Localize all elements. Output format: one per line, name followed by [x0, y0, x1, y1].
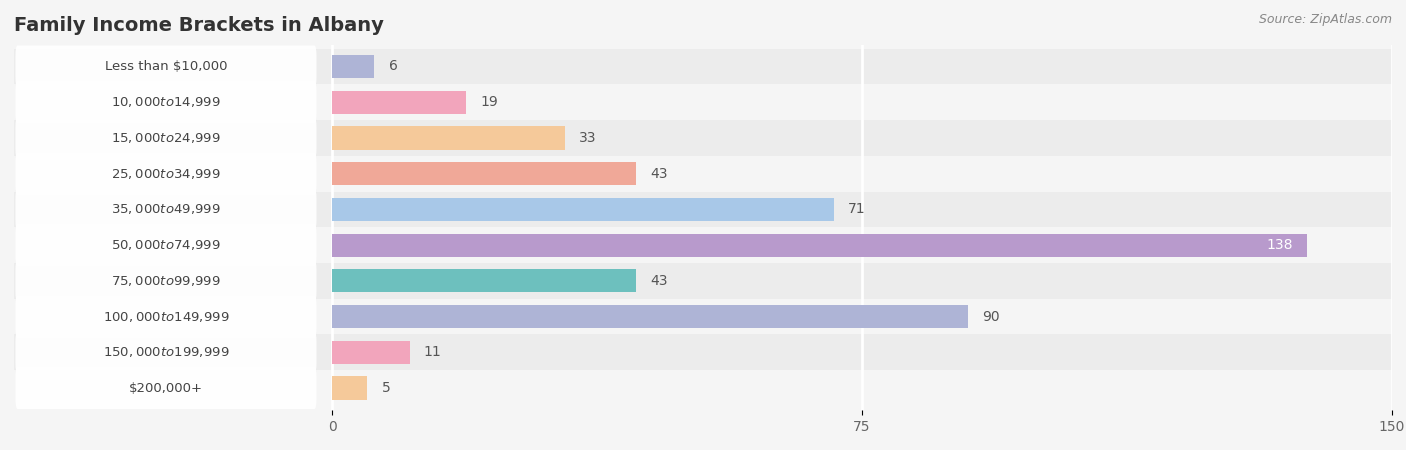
Bar [332, 234, 1308, 257]
Bar [332, 198, 834, 221]
Text: 43: 43 [650, 274, 668, 288]
Text: 138: 138 [1267, 238, 1294, 252]
Text: 33: 33 [579, 131, 596, 145]
FancyBboxPatch shape [15, 153, 316, 194]
Text: $15,000 to $24,999: $15,000 to $24,999 [111, 131, 221, 145]
FancyBboxPatch shape [15, 331, 316, 373]
Bar [332, 162, 636, 185]
Bar [332, 305, 967, 328]
Bar [14, 334, 1392, 370]
Text: $25,000 to $34,999: $25,000 to $34,999 [111, 166, 221, 180]
FancyBboxPatch shape [15, 45, 316, 87]
Bar [14, 156, 1392, 192]
Bar [14, 49, 1392, 84]
Bar [14, 192, 1392, 227]
Bar [14, 299, 1392, 334]
Text: Family Income Brackets in Albany: Family Income Brackets in Albany [14, 16, 384, 35]
Bar [14, 84, 1392, 120]
Bar [332, 341, 409, 364]
FancyBboxPatch shape [15, 189, 316, 230]
Bar [332, 377, 367, 400]
Text: 71: 71 [848, 202, 866, 216]
Text: 90: 90 [983, 310, 1000, 324]
Text: $35,000 to $49,999: $35,000 to $49,999 [111, 202, 221, 216]
Text: $50,000 to $74,999: $50,000 to $74,999 [111, 238, 221, 252]
Bar [332, 55, 374, 78]
Text: Less than $10,000: Less than $10,000 [104, 60, 228, 73]
Text: 19: 19 [481, 95, 498, 109]
Text: Source: ZipAtlas.com: Source: ZipAtlas.com [1258, 14, 1392, 27]
Bar [332, 90, 467, 114]
Text: 11: 11 [423, 345, 441, 359]
Bar [14, 263, 1392, 299]
FancyBboxPatch shape [15, 296, 316, 338]
Bar [14, 227, 1392, 263]
Text: 5: 5 [381, 381, 391, 395]
FancyBboxPatch shape [15, 81, 316, 123]
FancyBboxPatch shape [15, 117, 316, 159]
Text: $200,000+: $200,000+ [129, 382, 202, 395]
Text: $150,000 to $199,999: $150,000 to $199,999 [103, 345, 229, 359]
Text: $100,000 to $149,999: $100,000 to $149,999 [103, 310, 229, 324]
Bar [14, 120, 1392, 156]
FancyBboxPatch shape [15, 367, 316, 409]
Text: 6: 6 [388, 59, 398, 73]
Bar [14, 370, 1392, 406]
FancyBboxPatch shape [15, 224, 316, 266]
Bar [332, 269, 636, 292]
Text: 43: 43 [650, 166, 668, 180]
Text: $10,000 to $14,999: $10,000 to $14,999 [111, 95, 221, 109]
FancyBboxPatch shape [15, 260, 316, 302]
Bar [332, 126, 565, 149]
Text: $75,000 to $99,999: $75,000 to $99,999 [111, 274, 221, 288]
